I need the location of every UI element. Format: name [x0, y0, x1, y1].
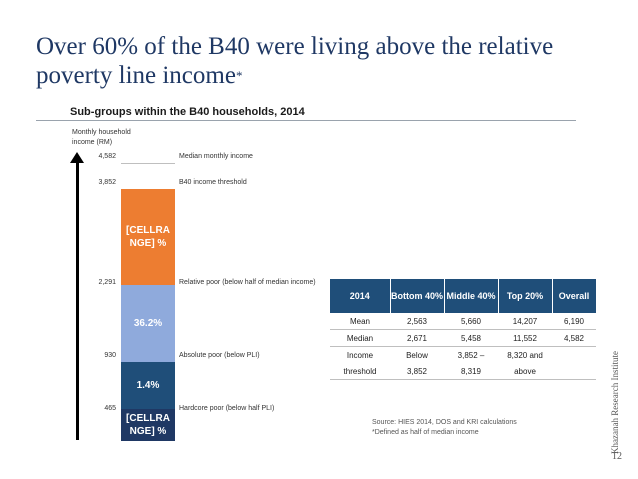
table-cell: 8,319 [444, 363, 498, 380]
y-axis-label-line1: Monthly household [72, 129, 131, 136]
source-note: Source: HIES 2014, DOS and KRI calculati… [372, 418, 517, 438]
subtitle-divider [36, 120, 576, 121]
table-header-top20: Top 20% [498, 279, 553, 313]
tick-label-930: 930 [104, 352, 116, 359]
threshold-line-median [121, 163, 175, 164]
tick-label-3852: 3,852 [98, 179, 116, 186]
annotation-relative-poor: Relative poor (below half of median inco… [179, 279, 316, 286]
table-cell: 4,582 [552, 329, 596, 347]
table-cell: 2,671 [390, 329, 444, 347]
bar-segment-label-relative: 36.2% [133, 318, 163, 329]
table-header-overall: Overall [552, 279, 597, 313]
table-cell: 5,458 [444, 329, 498, 347]
title-asterisk: * [235, 68, 243, 83]
table-cell: threshold [330, 363, 390, 380]
table-cell: Mean [330, 313, 390, 330]
table-cell: 6,190 [552, 313, 596, 330]
table-cell: Below [406, 350, 428, 360]
table-cell [552, 363, 596, 380]
y-axis-arrow-shaft [76, 162, 79, 440]
bar-segment-label-top: [CELLRA NGE] % [126, 225, 170, 249]
bar-segment-relative-poor-above: [CELLRA NGE] % [121, 189, 175, 285]
table-header-year: 2014 [330, 279, 391, 313]
annotation-median-income: Median monthly income [179, 153, 253, 160]
bar-segment-hardcore-poor: [CELLRA NGE] % [121, 409, 175, 441]
chart-subtitle: Sub-groups within the B40 households, 20… [70, 106, 305, 118]
table-cell: 14,207 [498, 313, 552, 330]
tick-label-2291: 2,291 [98, 279, 116, 286]
table-cell: 11,552 [498, 329, 552, 347]
table-row: Mean 2,563 5,660 14,207 6,190 [330, 313, 596, 330]
y-axis-arrow-icon [70, 152, 84, 163]
bar-segment-absolute-poor: 1.4% [121, 362, 175, 409]
y-axis-label: Monthly household income (RM) [72, 128, 152, 148]
definition-line: *Defined as half of median income [372, 429, 479, 436]
table-cell: Median [330, 329, 390, 347]
table-row: Income Below 3,852 – 8,320 and [330, 347, 596, 364]
bar-segment-relative-poor: 36.2% [121, 285, 175, 362]
table-cell: 3,852 – [457, 350, 485, 360]
tick-label-4582: 4,582 [98, 153, 116, 160]
annotation-b40-threshold: B40 income threshold [179, 179, 247, 186]
table-cell [552, 347, 596, 364]
bar-segment-label-absolute: 1.4% [136, 380, 160, 391]
table-row: Median 2,671 5,458 11,552 4,582 [330, 329, 596, 347]
source-line: Source: HIES 2014, DOS and KRI calculati… [372, 419, 517, 426]
table-header-row: 2014 Bottom 40% Middle 40% Top 20% Overa… [330, 279, 597, 313]
y-axis-label-line2: income (RM) [72, 139, 113, 146]
table-cell: above [498, 363, 552, 380]
table-cell: 8,320 and [507, 350, 543, 360]
bar-segment-label-hardcore: [CELLRA NGE] % [126, 413, 170, 437]
tick-label-465: 465 [104, 405, 116, 412]
slide-title: Over 60% of the B40 were living above th… [36, 32, 576, 90]
table-cell: 5,660 [444, 313, 498, 330]
side-branding-text: Khazanah Research Institute [610, 351, 620, 454]
side-branding: Khazanah Research Institute [600, 306, 620, 454]
slide-title-text: Over 60% of the B40 were living above th… [36, 33, 554, 89]
table-header-middle40: Middle 40% [444, 279, 499, 313]
annotation-hardcore-poor: Hardcore poor (below half PLI) [179, 405, 275, 412]
table-cell: 2,563 [390, 313, 444, 330]
annotation-absolute-poor: Absolute poor (below PLI) [179, 352, 260, 359]
table-header-bottom40: Bottom 40% [390, 279, 445, 313]
page-number: 12 [612, 451, 622, 462]
table-cell: Income [346, 350, 374, 360]
income-table: 2014 Bottom 40% Middle 40% Top 20% Overa… [330, 279, 597, 380]
table-row: threshold 3,852 8,319 above [330, 363, 596, 380]
table-cell: 3,852 [390, 363, 444, 380]
